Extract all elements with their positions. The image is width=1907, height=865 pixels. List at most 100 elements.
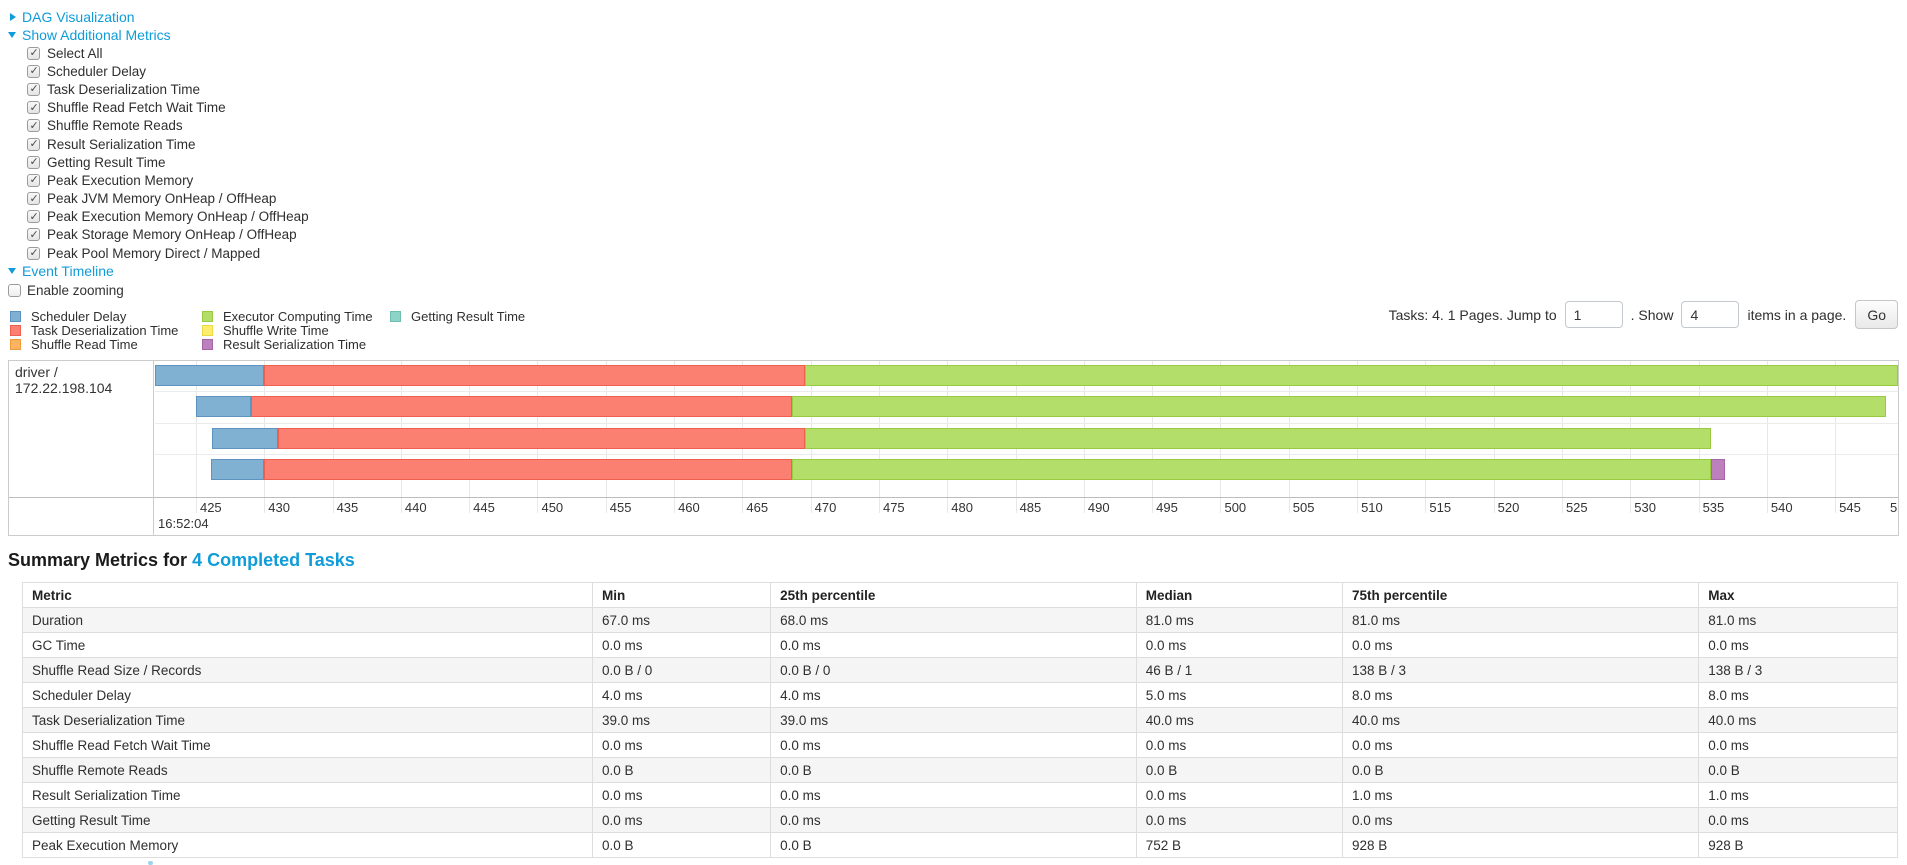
axis-tick-label: 485	[1019, 500, 1042, 516]
axis-tick-label: 470	[814, 500, 837, 516]
axis-time-label: 16:52:04	[158, 516, 209, 532]
metric-checkbox-row[interactable]: Scheduler Delay	[27, 62, 1899, 80]
legend-item: Scheduler Delay	[8, 308, 200, 324]
table-cell: 40.0 ms	[1135, 707, 1344, 734]
metric-checkbox-row[interactable]: Peak Storage Memory OnHeap / OffHeap	[27, 226, 1899, 244]
enable-zooming-checkbox[interactable]	[8, 283, 21, 297]
legend-swatch-icon	[202, 325, 213, 337]
table-cell: 0.0 B	[591, 832, 772, 859]
metric-checkbox-label: Peak JVM Memory OnHeap / OffHeap	[47, 191, 277, 207]
timeline-bar-segment[interactable]	[264, 365, 806, 387]
checkbox-checked-icon[interactable]	[27, 228, 40, 242]
timeline-bar-segment[interactable]	[805, 427, 1711, 449]
checkbox-checked-icon[interactable]	[27, 173, 40, 187]
timeline-bar-segment[interactable]	[155, 365, 265, 387]
table-cell: 0.0 B	[1341, 757, 1700, 784]
timeline-bar-segment[interactable]	[212, 427, 278, 449]
checkbox-checked-icon[interactable]	[27, 46, 40, 60]
metric-checkbox-row[interactable]: Peak JVM Memory OnHeap / OffHeap	[27, 190, 1899, 208]
table-column-header: Max	[1698, 582, 1898, 609]
timeline-bar-segment[interactable]	[250, 396, 792, 418]
table-cell: 0.0 ms	[591, 732, 772, 759]
metric-checkbox-label: Scheduler Delay	[47, 63, 147, 79]
dag-visualization-link[interactable]: DAG Visualization	[22, 9, 135, 25]
table-cell: 8.0 ms	[1698, 682, 1898, 709]
metric-checkbox-row[interactable]: Result Serialization Time	[27, 135, 1899, 153]
page-size-input[interactable]	[1681, 301, 1740, 329]
table-cell: 0.0 B	[770, 757, 1137, 784]
axis-tick-mark	[1083, 498, 1085, 514]
table-cell: 0.0 ms	[1135, 632, 1344, 659]
timeline-bar-segment[interactable]	[805, 365, 1898, 387]
legend-swatch-icon	[10, 325, 21, 337]
axis-tick-label: 510	[1361, 500, 1383, 516]
axis-tick-label: 500	[1224, 500, 1247, 516]
show-additional-metrics-link[interactable]: Show Additional Metrics	[22, 27, 171, 43]
axis-tick-label: 540	[1770, 500, 1793, 516]
metric-checkbox-row[interactable]: Peak Execution Memory OnHeap / OffHeap	[27, 208, 1899, 226]
table-cell: 0.0 B	[1698, 757, 1898, 784]
timeline-plot-area[interactable]	[155, 361, 1898, 498]
axis-tick-mark	[947, 498, 949, 514]
timeline-bar-segment[interactable]	[277, 427, 806, 449]
timeline-bar-segment[interactable]	[791, 459, 1711, 481]
metric-checkbox-row[interactable]: Task Deserialization Time	[27, 80, 1899, 98]
table-row: Shuffle Read Fetch Wait Time 0.0 ms 0.0 ms…	[22, 732, 1898, 759]
table-row: Scheduler Delay 4.0 ms 4.0 ms 5.0 ms 8.0 ms 8…	[22, 682, 1898, 709]
axis-tick-label: 515	[1429, 500, 1452, 516]
legend-label: Scheduler Delay	[31, 308, 127, 324]
checkbox-checked-icon[interactable]	[27, 192, 40, 206]
timeline-bar-segment[interactable]	[264, 459, 792, 481]
axis-tick-mark	[1698, 498, 1700, 514]
legend-item: Executor Computing Time	[200, 309, 388, 324]
metric-checkbox-label: Peak Storage Memory OnHeap / OffHeap	[47, 227, 297, 243]
metric-checkbox-row[interactable]: Peak Pool Memory Direct / Mapped	[27, 244, 1899, 262]
enable-zooming-row: Enable zooming	[8, 281, 1899, 299]
go-button[interactable]: Go	[1855, 300, 1898, 330]
axis-tick-mark	[469, 498, 471, 514]
table-cell: Duration	[22, 607, 593, 634]
checkbox-checked-icon[interactable]	[27, 64, 40, 78]
legend-item: Result Serialization Time	[200, 337, 388, 352]
timeline-bar-segment[interactable]	[195, 396, 251, 418]
metric-checkbox-row[interactable]: Shuffle Remote Reads	[27, 117, 1899, 135]
axis-tick-label: 460	[678, 500, 700, 516]
table-row: Duration 67.0 ms 68.0 ms 81.0 ms 81.0 ms 81.0…	[22, 607, 1898, 634]
checkbox-checked-icon[interactable]	[27, 210, 40, 224]
table-column-header: Metric	[22, 582, 593, 609]
table-cell: 81.0 ms	[1698, 607, 1898, 634]
dag-visualization-toggle[interactable]: DAG Visualization	[8, 8, 1899, 26]
metric-checkbox-row[interactable]: Peak Execution Memory	[27, 171, 1899, 189]
axis-tick-label: 430	[268, 500, 290, 516]
checkbox-checked-icon[interactable]	[27, 155, 40, 169]
gridline	[195, 361, 197, 498]
table-cell: 138 B / 3	[1341, 657, 1700, 684]
event-timeline-toggle[interactable]: Event Timeline	[8, 262, 1899, 280]
metric-checkbox-row[interactable]: Getting Result Time	[27, 153, 1899, 171]
checkbox-checked-icon[interactable]	[27, 101, 40, 115]
axis-tick-mark	[742, 498, 744, 514]
axis-tick-mark	[674, 498, 676, 514]
metric-checkbox-row[interactable]: Select All	[27, 44, 1899, 62]
checkbox-checked-icon[interactable]	[27, 246, 40, 260]
timeline-bar-segment[interactable]	[1710, 459, 1725, 481]
legend-label: Shuffle Write Time	[223, 323, 329, 339]
axis-tick-label: 480	[951, 500, 973, 516]
legend-swatch-icon	[10, 310, 21, 322]
checkbox-checked-icon[interactable]	[27, 82, 40, 96]
checkbox-checked-icon[interactable]	[27, 119, 40, 133]
show-additional-metrics-toggle[interactable]: Show Additional Metrics	[8, 26, 1899, 44]
timeline-bar-segment[interactable]	[211, 459, 265, 481]
axis-tick-label: 495	[1156, 500, 1178, 516]
event-timeline-link[interactable]: Event Timeline	[22, 263, 114, 280]
timeline-bar-segment[interactable]	[791, 396, 1886, 418]
completed-tasks-link[interactable]: 4 Completed Tasks	[192, 550, 355, 571]
lane-separator	[155, 454, 1898, 456]
axis-tick-label: 440	[404, 500, 427, 516]
metric-checkbox-row[interactable]: Shuffle Read Fetch Wait Time	[27, 99, 1899, 117]
checkbox-checked-icon[interactable]	[27, 137, 40, 151]
axis-tick-mark	[264, 498, 266, 514]
axis-tick-mark	[1561, 498, 1563, 514]
jump-to-page-input[interactable]	[1564, 301, 1623, 329]
clipped-next-section-fragment	[148, 861, 153, 865]
